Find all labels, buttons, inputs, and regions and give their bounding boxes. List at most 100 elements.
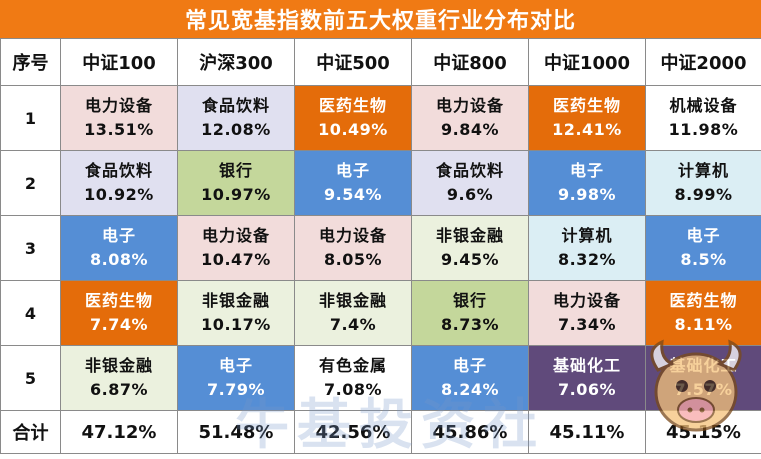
industry-name: 银行 [178,159,294,183]
total-value: 45.11% [529,411,646,454]
industry-weight: 7.4% [295,313,411,337]
industry-weight: 7.08% [295,378,411,402]
industry-name: 电子 [412,354,528,378]
industry-weight: 9.84% [412,118,528,142]
industry-weight: 10.47% [178,248,294,272]
total-value: 45.15% [646,411,761,454]
header-cell-csi2000: 中证2000 [646,39,761,86]
industry-weight: 8.11% [646,313,761,337]
industry-weight-table: 序号 中证100 沪深300 中证500 中证800 中证1000 中证2000… [0,38,761,454]
industry-name: 电力设备 [61,94,177,118]
industry-name: 机械设备 [646,94,761,118]
industry-name: 基础化工 [529,354,645,378]
industry-weight: 11.98% [646,118,761,142]
industry-weight: 7.74% [61,313,177,337]
header-cell-csi500: 中证500 [295,39,412,86]
industry-weight: 10.17% [178,313,294,337]
header-cell-csi100: 中证100 [61,39,178,86]
industry-name: 计算机 [529,224,645,248]
total-row: 合计 47.12% 51.48% 42.56% 45.86% 45.11% 45… [1,411,761,454]
industry-weight: 8.08% [61,248,177,272]
row-index: 2 [1,151,61,216]
industry-weight: 7.79% [178,378,294,402]
industry-name: 电子 [178,354,294,378]
industry-weight: 12.08% [178,118,294,142]
industry-weight: 13.51% [61,118,177,142]
industry-name: 银行 [412,289,528,313]
industry-weight: 7.57% [646,378,761,402]
industry-name: 电子 [646,224,761,248]
header-cell-index: 序号 [1,39,61,86]
industry-weight: 9.54% [295,183,411,207]
industry-weight: 7.34% [529,313,645,337]
industry-name: 电力设备 [178,224,294,248]
row-index: 5 [1,346,61,411]
industry-name: 医药生物 [646,289,761,313]
industry-name: 非银金融 [61,354,177,378]
page-title: 常见宽基指数前五大权重行业分布对比 [0,0,761,39]
industry-name: 非银金融 [178,289,294,313]
industry-name: 电子 [295,159,411,183]
industry-name: 医药生物 [61,289,177,313]
total-label: 合计 [1,411,61,454]
industry-weight: 6.87% [61,378,177,402]
header-cell-hs300: 沪深300 [178,39,295,86]
industry-name: 有色金属 [295,354,411,378]
industry-name: 电力设备 [529,289,645,313]
industry-weight: 8.32% [529,248,645,272]
table-header-row: 序号 中证100 沪深300 中证500 中证800 中证1000 中证2000 [1,39,761,86]
industry-name: 计算机 [646,159,761,183]
industry-weight: 8.73% [412,313,528,337]
row-index: 1 [1,86,61,151]
industry-weight: 9.98% [529,183,645,207]
header-cell-csi800: 中证800 [412,39,529,86]
industry-name: 电子 [61,224,177,248]
industry-weight: 9.6% [412,183,528,207]
industry-weight: 10.97% [178,183,294,207]
industry-name: 非银金融 [412,224,528,248]
total-value: 47.12% [61,411,178,454]
industry-name: 食品饮料 [61,159,177,183]
industry-weight: 10.49% [295,118,411,142]
total-value: 42.56% [295,411,412,454]
industry-weight: 9.45% [412,248,528,272]
row-index: 4 [1,281,61,346]
industry-weight: 8.5% [646,248,761,272]
industry-name: 电力设备 [295,224,411,248]
industry-name: 基础化工 [646,354,761,378]
industry-name: 医药生物 [295,94,411,118]
industry-name: 医药生物 [529,94,645,118]
industry-weight: 12.41% [529,118,645,142]
industry-weight: 7.06% [529,378,645,402]
industry-weight: 10.92% [61,183,177,207]
